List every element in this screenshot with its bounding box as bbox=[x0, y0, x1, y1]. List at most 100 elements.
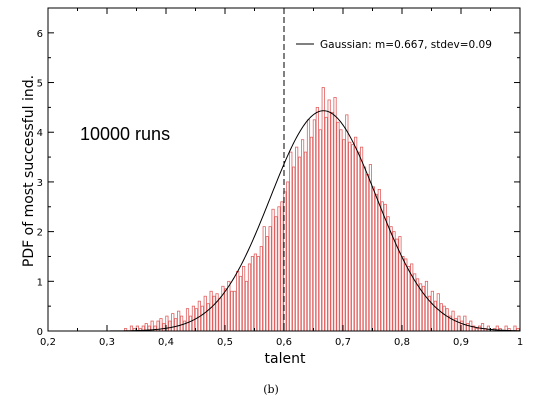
histogram-bar bbox=[162, 323, 166, 332]
histogram-bar bbox=[480, 323, 485, 332]
histogram-bar bbox=[292, 166, 296, 332]
histogram-bar bbox=[486, 325, 490, 332]
histogram-bar bbox=[182, 320, 187, 332]
histogram-bar bbox=[327, 99, 331, 332]
histogram-bar bbox=[174, 318, 178, 332]
x-tick-label: 0,3 bbox=[99, 337, 115, 348]
histogram-bar bbox=[445, 308, 449, 332]
histogram-bar bbox=[177, 310, 181, 332]
histogram-bar bbox=[280, 201, 284, 332]
y-tick-label: 0 bbox=[37, 327, 43, 338]
histogram-bar bbox=[345, 114, 349, 332]
histogram-bar bbox=[185, 308, 190, 332]
histogram-bar bbox=[442, 305, 446, 332]
histogram-bar bbox=[227, 280, 231, 332]
histogram-bar bbox=[224, 288, 228, 332]
histogram-bar bbox=[194, 308, 198, 332]
histogram-bar bbox=[256, 256, 260, 332]
histogram-bar bbox=[439, 303, 443, 332]
x-tick-label: 0,9 bbox=[453, 337, 469, 348]
histogram-bar bbox=[380, 201, 384, 332]
x-axis-title: talent bbox=[265, 351, 306, 367]
histogram-bar bbox=[230, 290, 234, 332]
histogram-bar bbox=[357, 151, 361, 332]
histogram-bar bbox=[262, 226, 266, 332]
axis-ticks: 0,2 0,3 0,4 0,5 0,6 0,7 0,8 0,9 1 0 1 2 3 4 5 6 bbox=[37, 7, 523, 348]
histogram-bar bbox=[407, 265, 411, 332]
y-tick-label: 2 bbox=[37, 228, 43, 239]
histogram-bar bbox=[312, 119, 316, 332]
histogram-bar bbox=[333, 97, 337, 332]
histogram-bar bbox=[171, 313, 175, 332]
histogram-bar bbox=[463, 315, 467, 332]
histogram-bar bbox=[401, 256, 405, 332]
histogram-bar bbox=[386, 216, 390, 332]
histogram-bar bbox=[374, 193, 378, 332]
histogram-bar bbox=[244, 280, 249, 332]
y-tick-label: 6 bbox=[37, 29, 43, 40]
histogram-bar bbox=[168, 320, 172, 332]
histogram-bar bbox=[236, 270, 240, 332]
histogram-bar bbox=[309, 136, 313, 332]
histogram-bar bbox=[239, 275, 243, 332]
histogram-bar bbox=[180, 315, 184, 332]
legend-text: Gaussian: m=0.667, stdev=0.09 bbox=[320, 39, 492, 51]
histogram-bar bbox=[395, 238, 399, 332]
x-tick-label: 0,7 bbox=[335, 337, 351, 348]
histogram-bar bbox=[289, 151, 293, 332]
histogram-bar bbox=[271, 208, 275, 332]
histogram-bar bbox=[265, 236, 269, 332]
histogram-bar bbox=[188, 315, 193, 332]
histogram-bar bbox=[242, 265, 246, 332]
x-tick-label: 0,2 bbox=[40, 337, 56, 348]
histogram-bar bbox=[324, 116, 328, 332]
y-tick-label: 5 bbox=[37, 79, 43, 90]
histogram-bar bbox=[250, 256, 255, 332]
histogram-bar bbox=[233, 290, 237, 332]
x-tick-label: 0,5 bbox=[217, 337, 233, 348]
histogram-bar bbox=[259, 246, 263, 332]
histogram-bar bbox=[371, 186, 375, 332]
histogram-bar bbox=[153, 325, 157, 332]
histogram-bar bbox=[339, 129, 343, 332]
histogram-bar bbox=[383, 203, 387, 332]
histogram-bar bbox=[360, 146, 364, 332]
x-tick-label: 0,4 bbox=[158, 337, 174, 348]
histogram-bar bbox=[336, 121, 340, 332]
histogram-bar bbox=[365, 174, 370, 332]
histogram-bar bbox=[253, 253, 257, 332]
histogram-bar bbox=[392, 231, 396, 332]
histogram-bar bbox=[354, 136, 358, 332]
histogram-bar bbox=[342, 139, 346, 332]
histogram-bar bbox=[315, 106, 319, 332]
histogram-bar bbox=[191, 305, 195, 332]
histogram-bar bbox=[362, 166, 367, 332]
histogram-bar bbox=[389, 226, 393, 332]
histogram-bar bbox=[218, 298, 222, 332]
histogram-bar bbox=[424, 280, 429, 332]
histogram-bar bbox=[300, 139, 305, 332]
x-tick-label: 1 bbox=[517, 337, 523, 348]
histogram-bar bbox=[330, 111, 334, 332]
histogram-bar bbox=[200, 305, 204, 332]
histogram-bar bbox=[430, 290, 434, 332]
histogram-bar bbox=[451, 310, 455, 332]
histogram-bar bbox=[348, 141, 352, 332]
histogram-bar bbox=[268, 226, 272, 332]
histogram-bar bbox=[212, 295, 216, 332]
histogram-bar bbox=[457, 315, 461, 332]
histogram-bar bbox=[368, 164, 372, 332]
x-tick-label: 0,6 bbox=[276, 337, 292, 348]
x-tick-label: 0,8 bbox=[394, 337, 410, 348]
histogram-bar bbox=[318, 129, 322, 332]
histogram-bar bbox=[436, 293, 440, 332]
histogram-bar bbox=[466, 323, 470, 332]
histogram-bar bbox=[377, 188, 381, 332]
histogram-bar bbox=[351, 144, 355, 332]
histogram-bar bbox=[209, 290, 213, 332]
histogram-bar bbox=[295, 146, 299, 332]
figure-caption: (b) bbox=[263, 383, 279, 396]
histogram-bar bbox=[298, 156, 302, 332]
histogram-bar bbox=[215, 293, 219, 332]
